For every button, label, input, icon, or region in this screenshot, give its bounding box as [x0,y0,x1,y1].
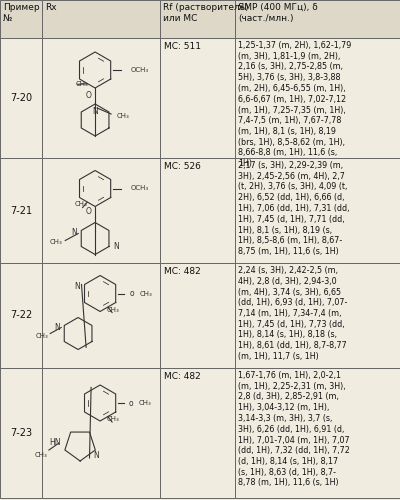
Text: Rx: Rx [45,3,57,12]
Text: CH₃: CH₃ [107,306,120,312]
Text: o: o [129,398,134,407]
Text: Rf (растворитель)
или МС: Rf (растворитель) или МС [163,3,249,22]
Text: 7-22: 7-22 [10,310,32,320]
Text: 7-23: 7-23 [10,428,32,438]
Text: 7-21: 7-21 [10,206,32,216]
Text: O: O [85,90,91,100]
Bar [160,368,235,498]
Text: CH₃: CH₃ [117,113,130,119]
Text: CH₃: CH₃ [139,400,152,406]
Text: МС: 511: МС: 511 [164,42,201,51]
Text: 1,67-1,76 (m, 1H), 2,0-2,1
(m, 1H), 2,25-2,31 (m, 3H),
2,8 (d, 3H), 2,85-2,91 (m: 1,67-1,76 (m, 1H), 2,0-2,1 (m, 1H), 2,25… [238,371,350,488]
Text: CH₃: CH₃ [50,240,62,246]
Text: N: N [54,323,60,332]
Bar [42,158,160,263]
Text: N: N [92,107,98,116]
Text: ЯМР (400 МГц), δ
(част./млн.): ЯМР (400 МГц), δ (част./млн.) [238,3,318,22]
Bar [0,0,42,38]
Text: CH₃: CH₃ [74,200,87,206]
Bar [0,263,42,368]
Text: CH₃: CH₃ [36,332,48,338]
Text: CH₃: CH₃ [107,416,120,422]
Bar [42,263,160,368]
Text: CH₃: CH₃ [140,290,153,296]
Bar [235,263,400,368]
Text: 1,25-1,37 (m, 2H), 1,62-1,79
(m, 3H), 1,81-1,9 (m, 2H),
2,16 (s, 3H), 2,75-2,85 : 1,25-1,37 (m, 2H), 1,62-1,79 (m, 3H), 1,… [238,41,351,168]
Text: CH₃: CH₃ [34,452,47,458]
Text: Пример
№: Пример № [3,3,40,22]
Text: 2,24 (s, 3H), 2,42-2,5 (m,
4H), 2,8 (d, 3H), 2,94-3,0
(m, 4H), 3,74 (s, 3H), 6,6: 2,24 (s, 3H), 2,42-2,5 (m, 4H), 2,8 (d, … [238,266,347,361]
Bar [160,263,235,368]
Text: OCH₃: OCH₃ [131,67,149,73]
Text: N: N [72,228,77,237]
Text: N: N [74,282,80,291]
Text: N: N [113,242,119,251]
Bar [42,0,160,38]
Bar [160,158,235,263]
Bar [235,38,400,158]
Bar [160,38,235,158]
Text: МС: 482: МС: 482 [164,267,201,276]
Text: CH₃: CH₃ [75,82,88,87]
Bar [235,158,400,263]
Bar [42,38,160,158]
Bar [42,368,160,498]
Bar [0,38,42,158]
Bar [0,368,42,498]
Text: OCH₃: OCH₃ [131,186,149,192]
Text: МС: 526: МС: 526 [164,162,201,171]
Bar [235,368,400,498]
Text: 2,17 (s, 3H), 2,29-2,39 (m,
3H), 2,45-2,56 (m, 4H), 2,7
(t, 2H), 3,76 (s, 3H), 4: 2,17 (s, 3H), 2,29-2,39 (m, 3H), 2,45-2,… [238,161,350,256]
Bar [160,0,235,38]
Text: HN: HN [49,438,61,446]
Text: N: N [94,452,99,460]
Text: O: O [85,207,91,216]
Text: МС: 482: МС: 482 [164,372,201,381]
Bar [235,0,400,38]
Text: 7-20: 7-20 [10,93,32,103]
Text: o: o [130,289,134,298]
Bar [0,158,42,263]
